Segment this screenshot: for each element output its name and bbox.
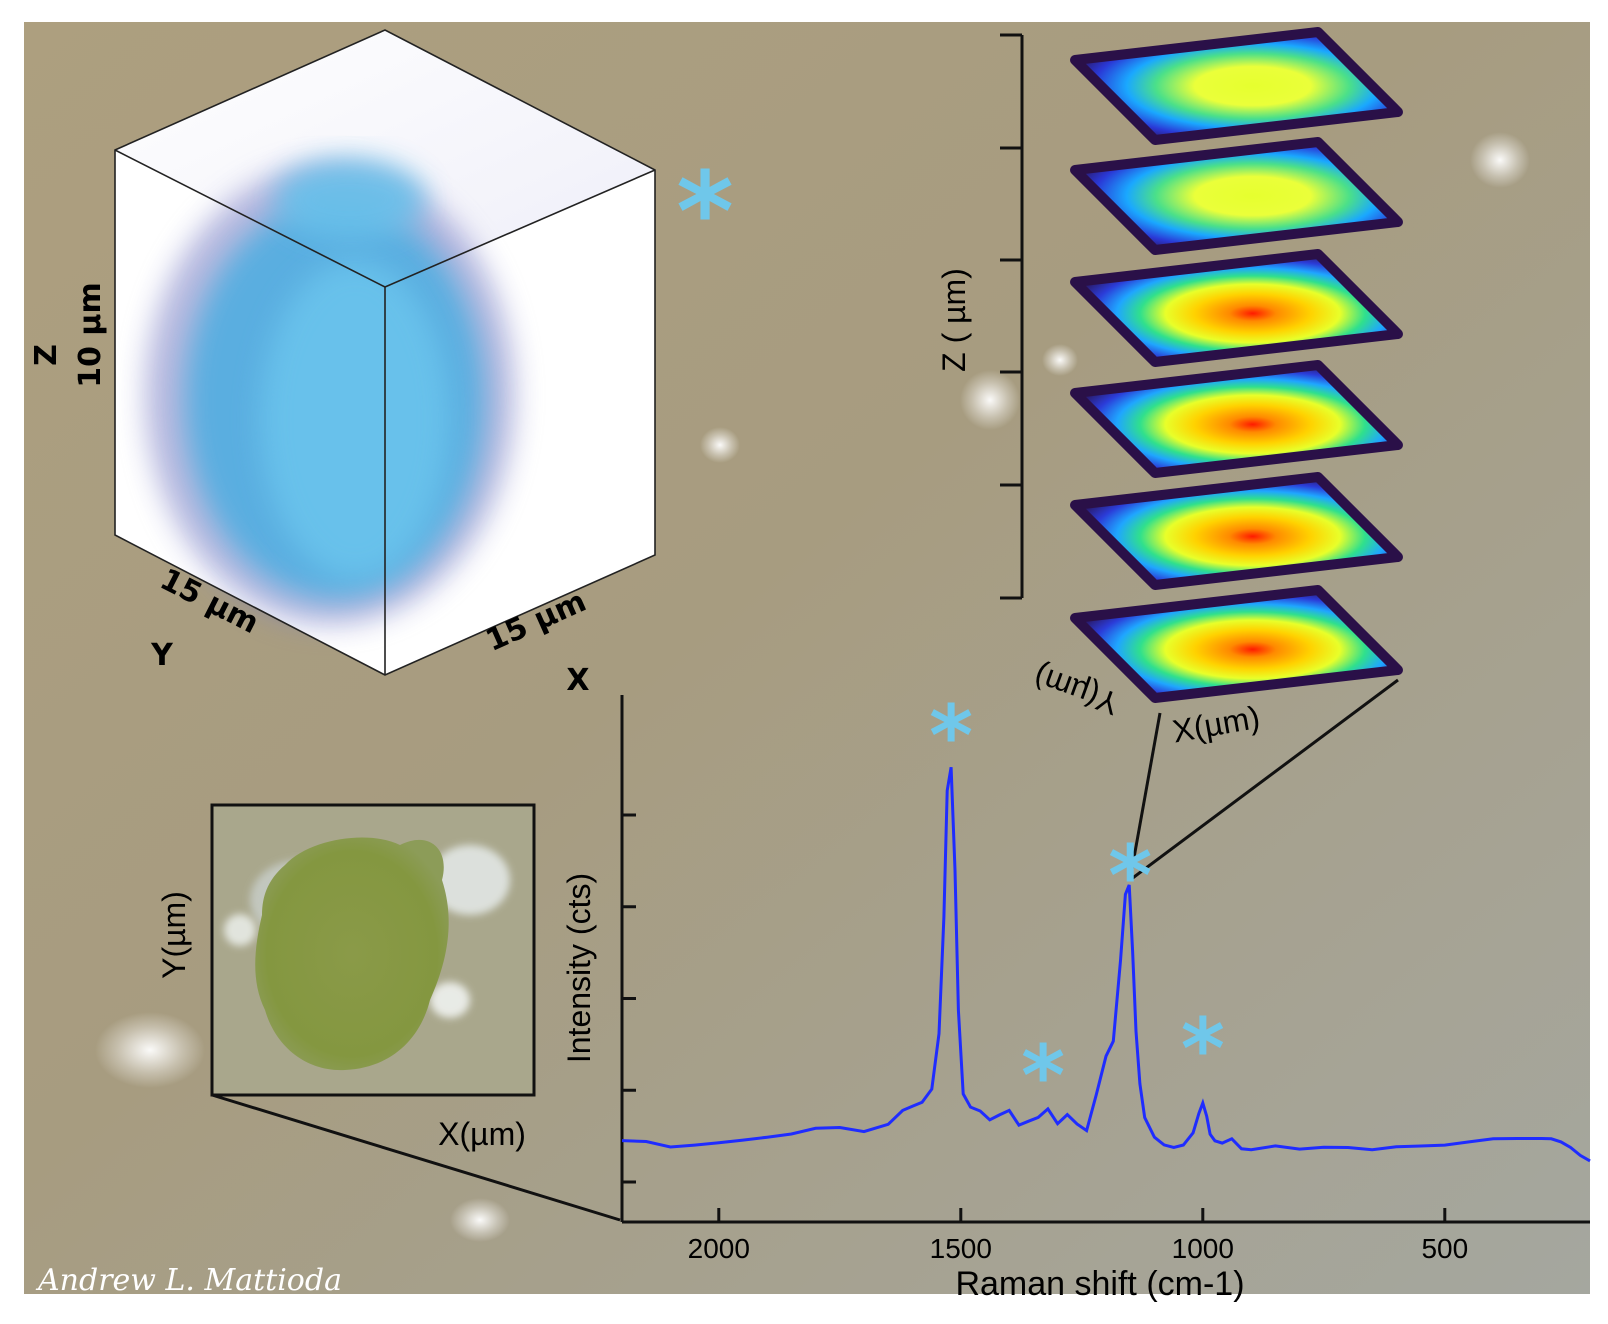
slice-4 [1070,360,1403,478]
micrograph-y-label: Y(µm) [156,891,192,979]
slice-6-map [1075,590,1398,698]
signature: Andrew L. Mattioda [35,1263,342,1298]
cube-z-axis-label: Z [29,344,64,366]
peak-asterisk-1520: * [929,687,973,785]
x-tick-label-2000: 2000 [688,1233,750,1264]
slice-6-border [1070,585,1403,703]
x-tick-label-1000: 1000 [1172,1233,1234,1264]
cube-z-size-label: 10 µm [73,282,108,388]
slice-3-map [1075,254,1398,362]
slice-5-map [1075,477,1398,585]
zoom-lines-stack [1128,678,1399,882]
x-ticks: 2000 1500 1000 500 [688,1208,1468,1264]
slice-3-border [1070,249,1403,367]
x-axis-label: Raman shift (cm-1) [955,1265,1244,1303]
slice-4-map [1075,365,1398,473]
y-ticks [622,813,636,1184]
cube-y-axis-label: Y [150,638,174,673]
slice-5-border [1070,472,1403,590]
cube-blob-top [275,160,425,240]
slice-5 [1070,472,1403,590]
cube-x-axis-label: X [566,663,589,698]
z-stack-z-label: Z ( µm) [936,268,972,372]
peak-asterisk-1330: * [1021,1027,1065,1125]
slice-2 [1070,137,1403,255]
spectrum-line [621,766,1591,1163]
cube-top-face [115,30,655,287]
slice-4-border [1070,360,1403,478]
slice-1 [1070,27,1403,145]
peak-asterisk-1150: * [1108,827,1152,925]
cube-edges [114,29,656,676]
x-tick-label-1500: 1500 [930,1233,992,1264]
slice-3 [1070,249,1403,367]
z-scale-bar [1000,33,1024,600]
micrograph-inset: Y(µm) X(µm) [156,803,621,1222]
slice-6 [1070,585,1403,703]
zoom-line-micrograph [211,1093,621,1222]
slice-1-map [1075,32,1398,140]
z-stack: Z ( µm) X(µm) Y(µm) [936,27,1403,882]
slice-1-border [1070,27,1403,145]
slice-group [1070,27,1403,703]
slice-2-map [1075,142,1398,250]
cube-asterisk: * [676,148,734,276]
peak-asterisk-1000: * [1181,1000,1225,1098]
cube-3d [114,29,656,676]
peak-markers: * * * * [929,687,1225,1125]
micrograph-x-label: X(µm) [438,1116,526,1152]
cube-blob-core [260,260,450,580]
raman-chart: 2000 1500 1000 500 * * * * Intensity (cts) Ram… [561,687,1591,1303]
x-tick-label-500: 500 [1421,1233,1468,1264]
glare-spots [95,132,1530,1242]
cell [255,837,449,1071]
slice-2-border [1070,137,1403,255]
y-axis-label: Intensity (cts) [561,873,597,1063]
